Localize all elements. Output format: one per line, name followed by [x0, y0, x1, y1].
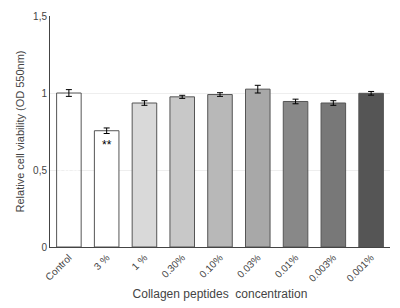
svg-text:0.10%: 0.10%	[197, 252, 225, 280]
svg-text:1,5: 1,5	[33, 11, 47, 22]
svg-text:0.001%: 0.001%	[344, 252, 376, 284]
svg-text:3 %: 3 %	[92, 252, 112, 272]
svg-text:Control: Control	[43, 252, 74, 283]
svg-text:1: 1	[41, 88, 47, 99]
svg-text:Collagen peptides concentrati: Collagen peptides concentration	[133, 287, 308, 301]
svg-text:0.01%: 0.01%	[273, 252, 301, 280]
svg-text:0: 0	[41, 242, 47, 253]
svg-text:Relative cell viability (OD 55: Relative cell viability (OD 550nm)	[14, 50, 26, 212]
svg-text:0.03%: 0.03%	[235, 252, 263, 280]
svg-text:1 %: 1 %	[129, 252, 149, 272]
svg-text:**: **	[102, 138, 112, 152]
svg-text:0.30%: 0.30%	[159, 252, 187, 280]
svg-text:0,5: 0,5	[33, 165, 47, 176]
svg-text:0.003%: 0.003%	[307, 252, 339, 284]
